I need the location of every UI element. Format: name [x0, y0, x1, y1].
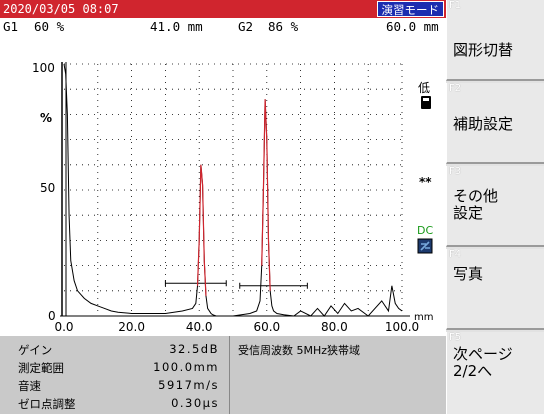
g1-distance: 41.0 mm — [150, 19, 203, 34]
x-tick-4: 80.0 — [321, 320, 348, 334]
x-tick-5: 100.0 — [385, 320, 419, 334]
x-tick-2: 40.0 — [186, 320, 213, 334]
echo-peak-g1 — [196, 164, 207, 296]
sensitivity-label: 低 — [418, 81, 430, 95]
plot-grid — [64, 63, 403, 316]
range-value: 100.0mm — [153, 360, 219, 374]
echo-peak-g2 — [261, 99, 271, 291]
f4-label: 写真 — [453, 265, 484, 283]
g2-distance: 60.0 mm — [386, 19, 439, 34]
f1-fn-label: F1 — [449, 0, 462, 11]
x-tick-1: 20.0 — [118, 320, 145, 334]
stars-indicator: ** — [419, 175, 432, 189]
freeze-icon — [417, 238, 433, 254]
x-tick-3: 60.0 — [253, 320, 280, 334]
f5-label: 次ページ 2/2へ — [453, 345, 513, 380]
echo-trace — [63, 63, 403, 317]
f3-fn-label: F3 — [449, 166, 462, 177]
gate-readout: G1 60 % 41.0 mm G2 86 % 60.0 mm — [0, 18, 446, 34]
f1-label: 図形切替 — [453, 41, 514, 59]
f5-key[interactable]: F5 次ページ 2/2へ — [446, 332, 544, 414]
y-tick-100: 100 — [32, 61, 55, 75]
velocity-label: 音速 — [18, 379, 41, 393]
f3-label: その他 設定 — [453, 187, 499, 222]
settings-column: ゲイン 32.5dB 測定範囲 100.0mm 音速 5917m/s ゼロ点調整… — [0, 336, 230, 414]
settings-panel: ゲイン 32.5dB 測定範囲 100.0mm 音速 5917m/s ゼロ点調整… — [0, 336, 446, 414]
g1-label: G1 — [3, 19, 19, 34]
x-tick-labels: 0.0 20.0 40.0 60.0 80.0 100.0 — [54, 320, 419, 334]
g2-amplitude: 86 % — [268, 19, 299, 34]
f3-key[interactable]: F3 その他 設定 — [446, 166, 544, 247]
f2-key[interactable]: F2 補助設定 — [446, 83, 544, 164]
y-tick-50: 50 — [40, 181, 55, 195]
a-scope-plot: 100 % 50 0 0.0 20.0 40.0 60.0 80.0 100.0 mm 低… — [32, 61, 433, 334]
range-label: 測定範囲 — [18, 361, 64, 375]
mode-badge: 演習モード — [376, 1, 444, 17]
gain-label: ゲイン — [18, 343, 53, 357]
x-unit: mm — [414, 312, 433, 323]
zero-value: 0.30μs — [171, 396, 219, 410]
f2-fn-label: F2 — [449, 83, 462, 94]
y-tick-0: 0 — [48, 309, 56, 323]
f4-key[interactable]: F4 写真 — [446, 249, 544, 330]
f5-fn-label: F5 — [449, 332, 462, 343]
f4-fn-label: F4 — [449, 249, 462, 260]
display-area: 2020/03/05 08:07 演習モード G1 60 % 41.0 mm G… — [0, 0, 446, 414]
title-bar: 2020/03/05 08:07 演習モード — [0, 0, 446, 18]
velocity-value: 5917m/s — [158, 378, 219, 392]
gate-bars — [164, 280, 308, 289]
datetime: 2020/03/05 08:07 — [3, 2, 119, 16]
f2-label: 補助設定 — [453, 115, 514, 133]
soft-key-panel: F1 図形切替 F2 補助設定 F3 その他 設定 F4 写真 F5 次ページ … — [446, 0, 544, 414]
x-tick-0: 0.0 — [54, 320, 73, 334]
zero-label: ゼロ点調整 — [18, 397, 76, 411]
g2-label: G2 — [238, 19, 254, 34]
dc-indicator: DC — [417, 224, 433, 237]
frequency-setting: 受信周波数 5MHz狭帯域 — [238, 344, 361, 357]
gain-value: 32.5dB — [169, 342, 219, 356]
traces — [63, 63, 403, 317]
y-tick-percent: % — [40, 111, 52, 125]
g1-amplitude: 60 % — [34, 19, 65, 34]
f1-key[interactable]: F1 図形切替 — [446, 0, 544, 81]
battery-icon — [421, 96, 431, 109]
